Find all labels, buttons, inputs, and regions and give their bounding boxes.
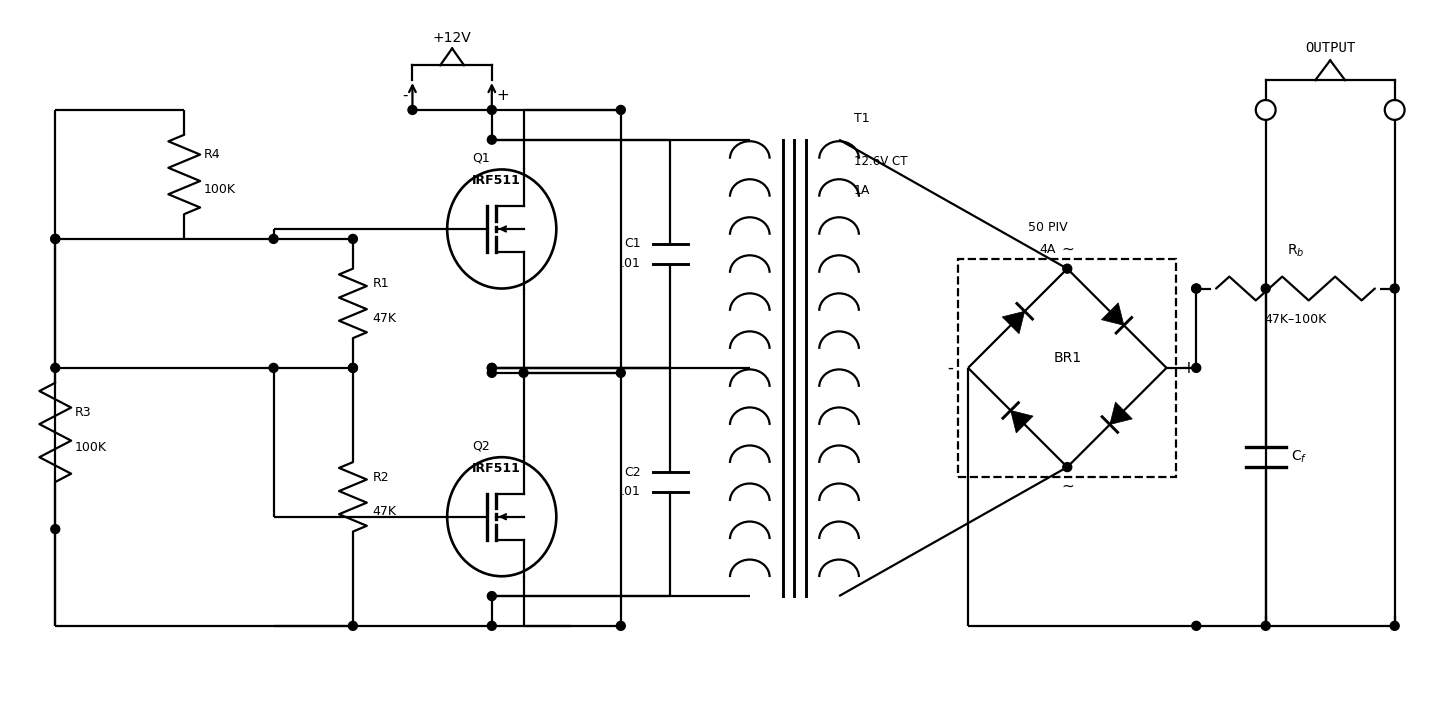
Text: IRF511: IRF511 bbox=[472, 462, 521, 475]
Text: 50 PIV: 50 PIV bbox=[1028, 221, 1067, 234]
Text: .01: .01 bbox=[621, 486, 641, 498]
Text: R$_b$: R$_b$ bbox=[1287, 242, 1304, 258]
Text: ~: ~ bbox=[1061, 479, 1074, 494]
Circle shape bbox=[1191, 284, 1201, 293]
Text: Q2: Q2 bbox=[472, 439, 490, 452]
Circle shape bbox=[1191, 363, 1201, 372]
Circle shape bbox=[488, 363, 497, 372]
Circle shape bbox=[1391, 284, 1399, 293]
Circle shape bbox=[51, 234, 59, 244]
Circle shape bbox=[409, 105, 417, 115]
Polygon shape bbox=[1011, 411, 1032, 433]
Circle shape bbox=[348, 363, 357, 372]
Text: 47K–100K: 47K–100K bbox=[1265, 314, 1327, 326]
Circle shape bbox=[488, 363, 497, 372]
Circle shape bbox=[348, 363, 357, 372]
Polygon shape bbox=[1002, 312, 1025, 333]
Circle shape bbox=[488, 592, 497, 600]
Circle shape bbox=[1063, 462, 1071, 472]
Text: 47K: 47K bbox=[373, 312, 397, 325]
Text: 1A: 1A bbox=[853, 184, 871, 198]
Text: OUTPUT: OUTPUT bbox=[1305, 41, 1356, 55]
Text: 100K: 100K bbox=[75, 441, 107, 454]
Text: -: - bbox=[401, 88, 407, 103]
Text: +: + bbox=[497, 88, 510, 103]
Circle shape bbox=[488, 105, 497, 115]
Circle shape bbox=[348, 622, 357, 630]
Text: R4: R4 bbox=[204, 148, 221, 161]
Text: T1: T1 bbox=[853, 112, 869, 125]
Text: +: + bbox=[1181, 359, 1196, 377]
Circle shape bbox=[269, 363, 279, 372]
Circle shape bbox=[488, 135, 497, 144]
Text: -: - bbox=[947, 359, 953, 377]
Text: .01: .01 bbox=[621, 257, 641, 270]
Circle shape bbox=[617, 105, 625, 115]
Circle shape bbox=[518, 368, 529, 377]
Circle shape bbox=[51, 363, 59, 372]
Text: R2: R2 bbox=[373, 471, 390, 484]
Text: C2: C2 bbox=[624, 466, 641, 479]
Text: R1: R1 bbox=[373, 277, 390, 290]
Circle shape bbox=[348, 234, 357, 244]
Text: IRF511: IRF511 bbox=[472, 174, 521, 188]
Circle shape bbox=[1261, 284, 1271, 293]
Circle shape bbox=[1191, 622, 1201, 630]
Text: 4A: 4A bbox=[1040, 243, 1056, 256]
Circle shape bbox=[1191, 284, 1201, 293]
Text: ~: ~ bbox=[1061, 241, 1074, 257]
Circle shape bbox=[617, 368, 625, 377]
Circle shape bbox=[1391, 622, 1399, 630]
Circle shape bbox=[269, 234, 279, 244]
Circle shape bbox=[51, 525, 59, 534]
Circle shape bbox=[617, 622, 625, 630]
Text: 47K: 47K bbox=[373, 506, 397, 518]
Circle shape bbox=[1261, 622, 1271, 630]
Bar bbox=[959, 258, 1177, 477]
Polygon shape bbox=[1102, 303, 1123, 325]
Text: C$_f$: C$_f$ bbox=[1291, 449, 1307, 465]
Text: R3: R3 bbox=[75, 406, 92, 419]
Text: 100K: 100K bbox=[204, 183, 237, 196]
Text: C1: C1 bbox=[624, 237, 641, 251]
Circle shape bbox=[51, 234, 59, 244]
Polygon shape bbox=[1110, 402, 1132, 425]
Text: +12V: +12V bbox=[433, 31, 472, 45]
Text: Q1: Q1 bbox=[472, 152, 490, 164]
Circle shape bbox=[488, 368, 497, 377]
Text: 12.6V CT: 12.6V CT bbox=[853, 154, 907, 168]
Circle shape bbox=[1063, 264, 1071, 273]
Text: BR1: BR1 bbox=[1053, 351, 1082, 365]
Circle shape bbox=[488, 622, 497, 630]
